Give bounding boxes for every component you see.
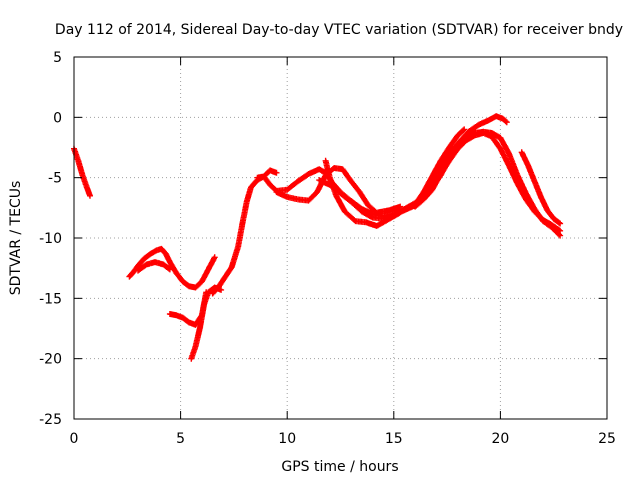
y-tick-label: -15 — [39, 291, 62, 307]
data-markers — [71, 113, 564, 362]
x-tick-label: 0 — [70, 431, 79, 447]
series-trace-2 — [126, 245, 218, 291]
x-tick-label: 5 — [176, 431, 185, 447]
y-tick-label: 5 — [53, 50, 62, 66]
series-markers — [412, 130, 564, 234]
series-markers — [126, 245, 218, 291]
series-markers — [518, 149, 564, 227]
plot-frame — [73, 56, 608, 420]
series-markers — [135, 259, 173, 274]
y-tick-label: -25 — [39, 412, 62, 428]
x-tick-label: 15 — [385, 431, 403, 447]
y-tick-label: -10 — [39, 231, 62, 247]
y-axis-label: SDTVAR / TECUs — [8, 181, 24, 296]
series-trace-11 — [412, 130, 564, 234]
series-trace-3 — [135, 259, 173, 274]
chart-title: Day 112 of 2014, Sidereal Day-to-day VTE… — [55, 22, 623, 38]
y-tick-label: -5 — [48, 171, 62, 187]
series-trace-10 — [322, 128, 564, 239]
series-markers — [209, 167, 280, 297]
series-markers — [322, 128, 564, 239]
series-trace-6 — [209, 167, 280, 297]
series-trace-12 — [518, 149, 564, 227]
x-axis-label: GPS time / hours — [281, 459, 398, 475]
x-tick-label: 10 — [278, 431, 296, 447]
x-tick-label: 20 — [491, 431, 509, 447]
series-markers — [188, 284, 225, 362]
x-tick-label: 25 — [598, 431, 616, 447]
series-trace-5 — [188, 284, 225, 362]
axis-ticks: 0 5 10 15 20 25 -25 -20 -15 -10 -5 0 5 — [39, 50, 616, 447]
y-tick-label: 0 — [53, 110, 62, 126]
grid — [74, 57, 607, 419]
y-tick-label: -20 — [39, 352, 62, 368]
